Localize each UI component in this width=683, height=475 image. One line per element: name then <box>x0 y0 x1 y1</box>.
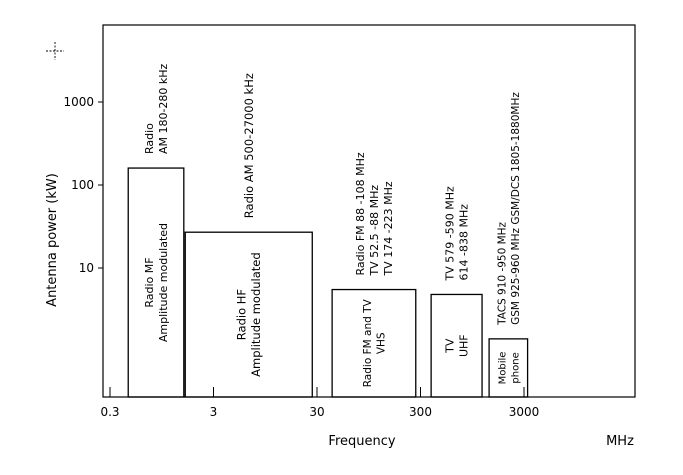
bar-inner-label: Amplitude modulated <box>249 252 263 377</box>
bar-inner-label: Mobile <box>497 352 508 385</box>
bar-inner-label: Radio FM and TV <box>362 298 374 387</box>
bar-band-label: TV 174 -223 MHz <box>382 181 395 276</box>
bar-band-label: Radio <box>143 123 156 154</box>
x-axis-ticks: 0.3 3 30 300 3000 <box>100 387 539 419</box>
x-axis-label: Frequency <box>328 434 395 449</box>
bar-inner-label: UHF <box>457 334 470 357</box>
bar-inner-label: TV <box>443 338 456 354</box>
bar <box>184 231 313 398</box>
x-tick-label: 300 <box>409 405 432 419</box>
bar-band-label: TV 579 -590 MHz <box>443 186 456 281</box>
bar-band-label: GSM 925-960 MHz GSM/DCS 1805-1880MHz <box>510 92 522 325</box>
bar-band-label: AM 180-280 kHz <box>157 63 170 154</box>
y-axis-ticks: 10 100 1000 <box>63 95 103 275</box>
y-tick-label: 1000 <box>63 95 94 109</box>
x-tick-label: 3 <box>210 405 218 419</box>
bar <box>331 288 417 398</box>
bar-inner-label: Radio HF <box>235 289 249 340</box>
x-axis-unit: MHz <box>606 434 634 449</box>
bar-inner-label: VHS <box>375 332 387 354</box>
y-axis-label: Antenna power (kW) <box>45 173 60 307</box>
bar-band-label: TACS 910 -950 MHz <box>496 221 508 325</box>
bar <box>430 293 483 398</box>
bars <box>127 167 529 398</box>
bar <box>488 338 529 398</box>
bar-band-label: 614 -838 MHz <box>457 204 470 281</box>
y-tick-label: 100 <box>71 178 94 192</box>
bar-inner-label: Amplitude modulated <box>157 223 170 342</box>
bar-inner-label: phone <box>510 352 521 383</box>
bar-band-label: TV 52.5 -88 MHz <box>368 185 381 277</box>
bar-band-label: Radio FM 88 -108 MHz <box>354 152 367 275</box>
crosshair-cursor-icon <box>46 42 64 60</box>
bar <box>127 167 185 398</box>
x-tick-label: 0.3 <box>100 405 119 419</box>
bar-band-label: Radio AM 500-27000 kHz <box>242 73 256 218</box>
x-tick-label: 30 <box>309 405 324 419</box>
y-tick-label: 10 <box>79 261 94 275</box>
bar-inner-label: Radio MF <box>143 257 156 307</box>
x-tick-label: 3000 <box>509 405 540 419</box>
